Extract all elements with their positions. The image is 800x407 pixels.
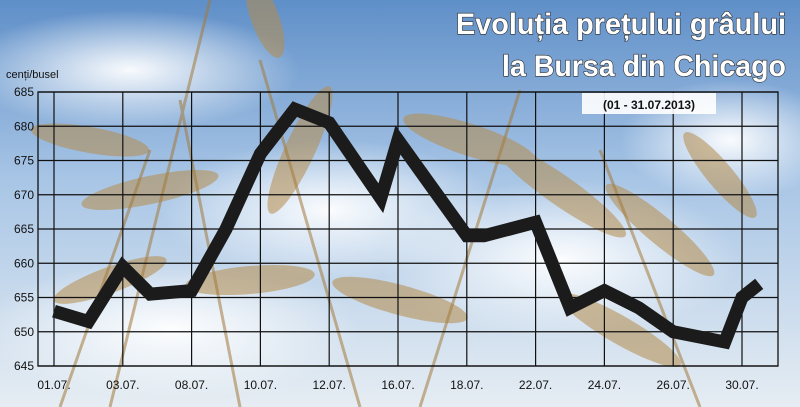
y-tick-label: 650	[14, 325, 34, 339]
x-tick-label: 30.07.	[725, 378, 758, 392]
title-line-2: la Bursa din Chicago	[502, 50, 786, 83]
x-tick-label: 18.07.	[450, 378, 483, 392]
x-tick-labels: 01.07. 03.07. 08.07. 10.07. 12.07. 16.07. 18.0…	[37, 378, 758, 392]
y-tick-labels: 645 650 655 660 665 670 675 680 685	[14, 85, 34, 373]
x-tick-label: 08.07.	[175, 378, 208, 392]
y-tick-label: 645	[14, 359, 34, 373]
title-line-1: Evoluția prețului grâului	[456, 8, 786, 41]
x-tick-label: 26.07.	[657, 378, 690, 392]
y-axis-label: cenți/busel	[6, 69, 59, 81]
y-tick-label: 655	[14, 291, 34, 305]
price-line	[52, 101, 764, 350]
y-tick-label: 685	[14, 85, 34, 99]
subtitle: (01 - 31.07.2013)	[603, 98, 695, 112]
y-tick-label: 660	[14, 256, 34, 270]
x-tick-label: 01.07.	[37, 378, 70, 392]
y-tick-label: 665	[14, 222, 34, 236]
x-tick-label: 16.07.	[381, 378, 414, 392]
y-tick-label: 680	[14, 119, 34, 133]
chart-title: Evoluția prețului grâului la Bursa din C…	[455, 7, 786, 83]
date-range-badge: (01 - 31.07.2013)	[582, 93, 716, 114]
y-tick-label: 675	[14, 154, 34, 168]
x-tick-label: 24.07.	[588, 378, 621, 392]
series-layer	[52, 101, 764, 350]
x-tick-label: 03.07.	[106, 378, 139, 392]
x-tick-label: 22.07.	[519, 378, 552, 392]
x-tick-label: 12.07.	[313, 378, 346, 392]
x-tick-label: 10.07.	[244, 378, 277, 392]
y-tick-label: 670	[14, 188, 34, 202]
grid	[37, 91, 779, 367]
